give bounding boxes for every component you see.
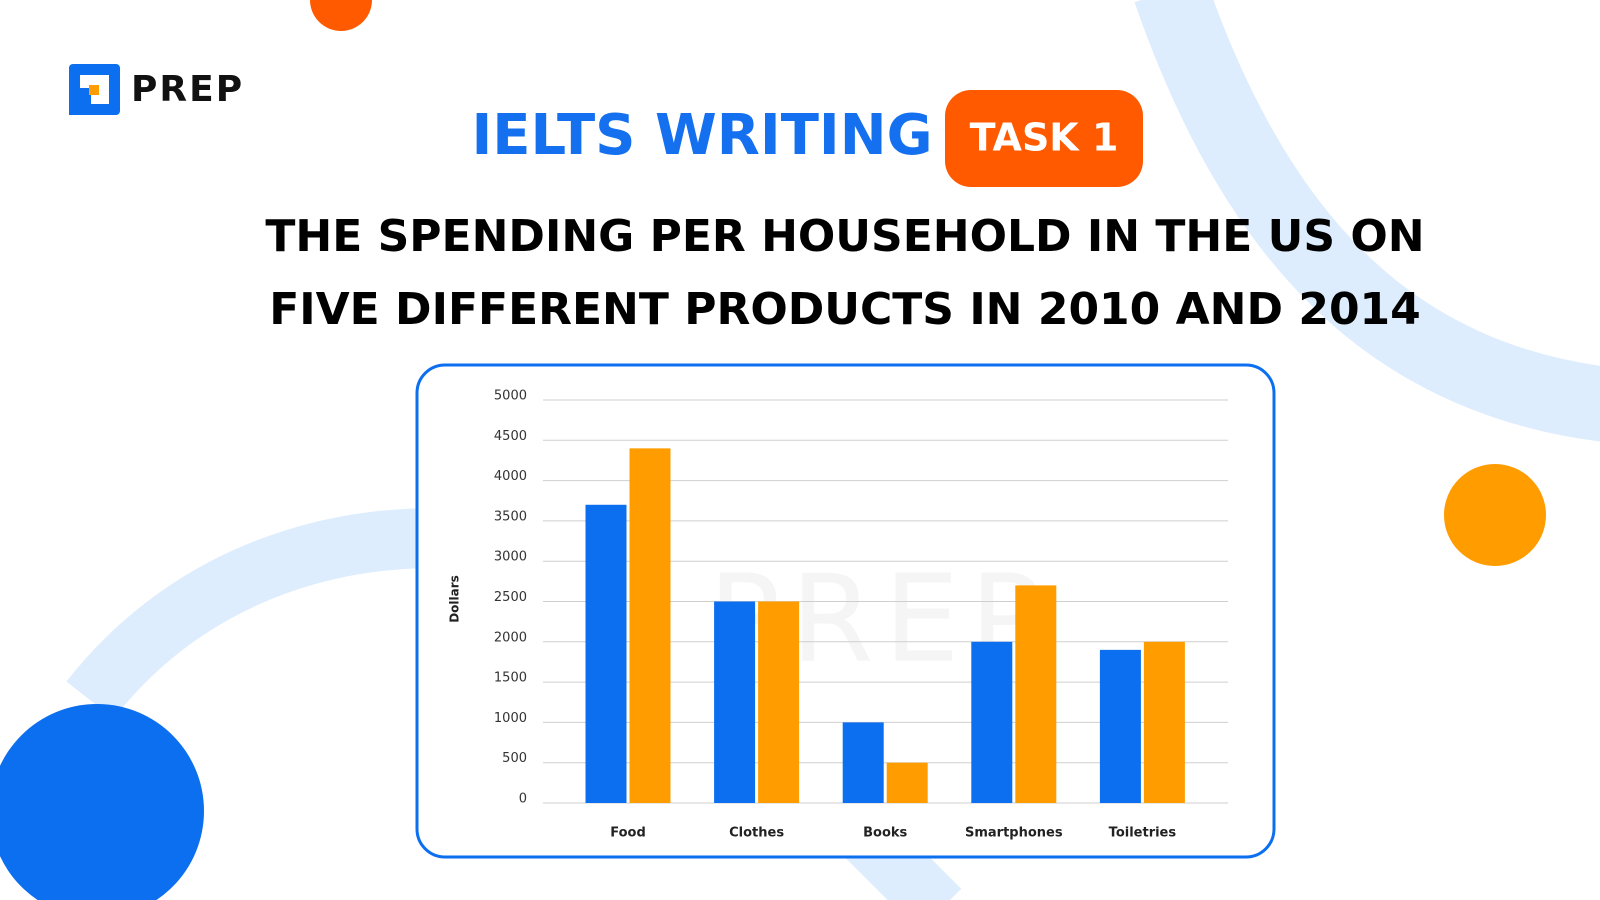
y-axis-label: Dollars bbox=[448, 575, 462, 623]
deco-circle bbox=[1444, 464, 1546, 566]
bar bbox=[585, 504, 627, 803]
x-tick-label: Food bbox=[610, 826, 646, 841]
logo-icon-part bbox=[69, 88, 91, 115]
title-line: THE SPENDING PER HOUSEHOLD IN THE US ON bbox=[265, 211, 1424, 262]
y-tick-label: 2500 bbox=[494, 590, 527, 605]
deco-arc bbox=[1134, 0, 1600, 442]
x-tick-label: Books bbox=[863, 826, 907, 841]
x-tick-label: Clothes bbox=[729, 826, 784, 841]
y-tick-label: 4000 bbox=[494, 469, 527, 484]
bar bbox=[886, 762, 928, 803]
y-tick-label: 5000 bbox=[494, 389, 527, 404]
bar bbox=[842, 722, 884, 803]
badge bbox=[945, 90, 1143, 187]
deco-circle bbox=[310, 0, 372, 31]
bar bbox=[1099, 649, 1141, 803]
bar bbox=[714, 601, 756, 803]
bar bbox=[629, 448, 671, 803]
heading: IELTS WRITING bbox=[471, 103, 932, 168]
logo: PREP bbox=[69, 64, 244, 115]
y-tick-label: 500 bbox=[502, 751, 527, 766]
y-tick-label: 3000 bbox=[494, 550, 527, 565]
y-tick-label: 0 bbox=[519, 792, 527, 807]
bar bbox=[1143, 641, 1185, 803]
logo-icon-dot bbox=[89, 85, 99, 95]
deco-circle bbox=[0, 704, 204, 900]
y-tick-label: 2000 bbox=[494, 630, 527, 645]
bar bbox=[971, 641, 1013, 803]
x-tick-label: Toiletries bbox=[1109, 826, 1177, 841]
y-tick-label: 1000 bbox=[494, 711, 527, 726]
badge-text: TASK 1 bbox=[970, 116, 1119, 160]
y-tick-label: 4500 bbox=[494, 429, 527, 444]
title-line: FIVE DIFFERENT PRODUCTS IN 2010 AND 2014 bbox=[269, 284, 1421, 335]
x-tick-label: Smartphones bbox=[965, 826, 1063, 841]
logo-text: PREP bbox=[131, 69, 244, 110]
y-tick-label: 3500 bbox=[494, 509, 527, 524]
bar bbox=[758, 601, 800, 803]
chart: 0 500 1000 1500 2000 2500 3000 3500 4000 4500 5000… bbox=[494, 389, 1228, 841]
deco-arc bbox=[66, 508, 473, 719]
y-tick-label: 1500 bbox=[494, 671, 527, 686]
bar bbox=[1015, 585, 1057, 803]
